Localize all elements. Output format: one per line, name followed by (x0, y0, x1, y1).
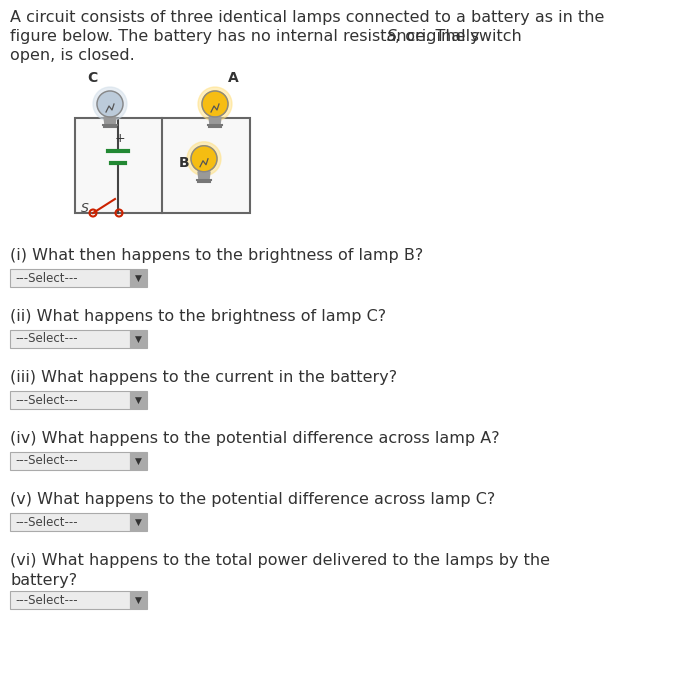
Polygon shape (209, 117, 221, 125)
Text: figure below. The battery has no internal resistance. The switch: figure below. The battery has no interna… (10, 29, 527, 44)
FancyBboxPatch shape (10, 391, 130, 409)
Text: +: + (114, 132, 125, 146)
Text: B: B (179, 156, 190, 170)
FancyBboxPatch shape (10, 513, 130, 531)
FancyBboxPatch shape (130, 591, 147, 609)
Bar (75, 118, 250, 213)
FancyBboxPatch shape (130, 330, 147, 348)
Text: ▼: ▼ (135, 395, 142, 405)
Text: (iii) What happens to the current in the battery?: (iii) What happens to the current in the… (10, 370, 397, 385)
Circle shape (198, 87, 232, 121)
Polygon shape (104, 117, 116, 125)
Text: ---Select---: ---Select--- (15, 454, 78, 468)
Circle shape (191, 146, 217, 172)
FancyBboxPatch shape (130, 269, 147, 287)
Text: A circuit consists of three identical lamps connected to a battery as in the: A circuit consists of three identical la… (10, 10, 605, 25)
Text: ---Select---: ---Select--- (15, 393, 78, 407)
Text: (vi) What happens to the total power delivered to the lamps by the
battery?: (vi) What happens to the total power del… (10, 553, 550, 588)
FancyBboxPatch shape (10, 269, 130, 287)
FancyBboxPatch shape (130, 452, 147, 470)
Circle shape (93, 87, 127, 121)
Text: ▼: ▼ (135, 335, 142, 344)
Text: A: A (227, 71, 238, 85)
Text: ▼: ▼ (135, 274, 142, 283)
Text: ---Select---: ---Select--- (15, 332, 78, 346)
Polygon shape (198, 172, 210, 180)
Text: ---Select---: ---Select--- (15, 272, 78, 284)
Text: ▼: ▼ (135, 596, 142, 605)
Text: open, is closed.: open, is closed. (10, 48, 135, 63)
FancyBboxPatch shape (10, 330, 130, 348)
Text: C: C (87, 71, 97, 85)
Circle shape (202, 91, 228, 117)
Text: (v) What happens to the potential difference across lamp C?: (v) What happens to the potential differ… (10, 492, 496, 507)
Text: ▼: ▼ (135, 517, 142, 526)
FancyBboxPatch shape (10, 591, 130, 609)
Circle shape (97, 91, 123, 117)
FancyBboxPatch shape (130, 513, 147, 531)
Circle shape (187, 141, 221, 176)
FancyBboxPatch shape (130, 391, 147, 409)
FancyBboxPatch shape (10, 452, 130, 470)
Text: , originally: , originally (395, 29, 480, 44)
Text: S: S (81, 202, 89, 214)
Text: (ii) What happens to the brightness of lamp C?: (ii) What happens to the brightness of l… (10, 309, 386, 324)
Text: (iv) What happens to the potential difference across lamp A?: (iv) What happens to the potential diffe… (10, 431, 500, 446)
Text: S: S (387, 29, 397, 44)
Text: ▼: ▼ (135, 456, 142, 466)
Text: ---Select---: ---Select--- (15, 515, 78, 528)
Text: (i) What then happens to the brightness of lamp B?: (i) What then happens to the brightness … (10, 248, 423, 263)
Text: ---Select---: ---Select--- (15, 594, 78, 606)
